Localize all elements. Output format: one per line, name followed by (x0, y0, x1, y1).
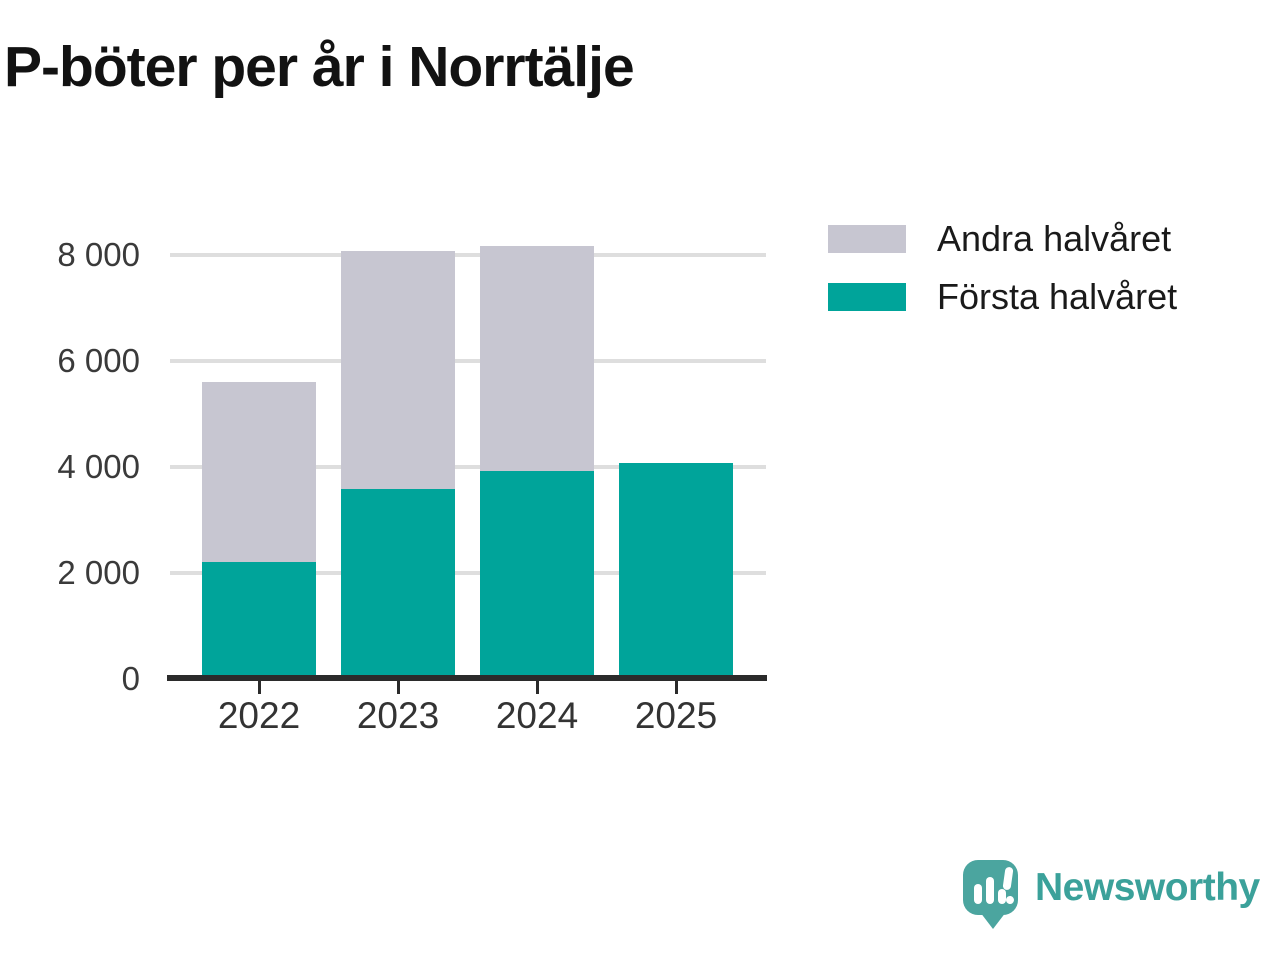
gridline-8000 (170, 253, 766, 257)
chart-title: P-böter per år i Norrtälje (4, 35, 635, 99)
y-axis-tick-label-4000: 4 000 (57, 448, 140, 485)
plot-area: 2022 2023 2024 2025 (170, 246, 766, 736)
legend-swatch-andra-halvaret (828, 225, 906, 253)
y-axis-tick-label-2000: 2 000 (57, 554, 140, 591)
x-axis-line (167, 675, 767, 681)
bar-segment-andra-halv-ret-2022 (202, 382, 316, 563)
bar-segment-f-rsta-halv-ret-2023 (341, 488, 455, 679)
y-axis-tick-label-0: 0 (121, 660, 140, 697)
y-axis-tick-label-8000: 8 000 (57, 236, 140, 273)
gridline-2000 (170, 571, 766, 575)
logo-bar-1 (974, 884, 982, 904)
x-axis-tick-2022 (257, 681, 261, 694)
logo-bar-2 (986, 877, 994, 904)
gridline-4000 (170, 465, 766, 469)
legend-label-andra-halvaret: Andra halvåret (937, 218, 1172, 259)
newsworthy-branding: Newsworthy (963, 860, 1260, 929)
x-axis-tick-2023 (396, 681, 400, 694)
gridline-6000 (170, 359, 766, 363)
bar-segment-f-rsta-halv-ret-2025 (619, 463, 733, 679)
logo-bar-3 (998, 889, 1006, 904)
legend-swatch-forsta-halvaret (828, 283, 906, 311)
newsworthy-wordmark: Newsworthy (1035, 866, 1260, 909)
legend-item-andra-halvaret: Andra halvåret (828, 218, 1177, 259)
x-axis-label-2025: 2025 (634, 695, 718, 736)
legend: Andra halvåret Första halvåret (828, 218, 1177, 341)
speech-bubble-tail (980, 912, 1006, 929)
x-axis-label-2022: 2022 (217, 695, 301, 736)
x-axis-label-2023: 2023 (356, 695, 440, 736)
y-axis-labels: 0 2 000 4 000 6 000 8 000 (20, 236, 140, 697)
x-axis-tick-2024 (535, 681, 539, 694)
bar-segment-andra-halv-ret-2024 (480, 246, 594, 472)
x-axis-tick-2025 (674, 681, 678, 694)
legend-item-forsta-halvaret: Första halvåret (828, 276, 1177, 317)
bar-segment-f-rsta-halv-ret-2022 (202, 562, 316, 679)
logo-exclamation-dot (1005, 895, 1015, 905)
logo-exclamation-stem (1002, 866, 1014, 891)
newsworthy-logo-icon (963, 860, 1018, 929)
y-axis-tick-label-6000: 6 000 (57, 342, 140, 379)
bar-segment-andra-halv-ret-2023 (341, 251, 455, 489)
x-axis-label-2024: 2024 (495, 695, 579, 736)
legend-label-forsta-halvaret: Första halvåret (937, 276, 1178, 317)
bar-segment-f-rsta-halv-ret-2024 (480, 471, 594, 679)
